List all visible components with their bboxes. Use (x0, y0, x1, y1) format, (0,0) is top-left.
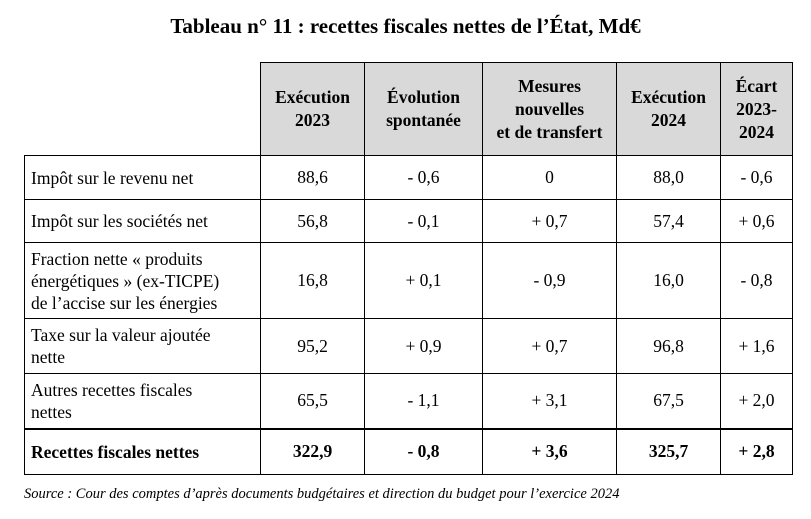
cell-value: + 3,1 (482, 373, 617, 429)
cell-value: 95,2 (260, 318, 365, 374)
cell-value: 0 (482, 155, 617, 200)
cell-value: 65,5 (260, 373, 365, 429)
cell-value: - 0,1 (364, 199, 483, 243)
cell-value: - 0,6 (364, 155, 483, 200)
total-value: 322,9 (260, 427, 365, 475)
cell-value: - 0,6 (720, 155, 793, 200)
table-row: Taxe sur la valeur ajoutée nette 95,2 + … (24, 318, 793, 374)
cell-value: + 1,6 (720, 318, 793, 374)
table-row: Fraction nette « produits énergétiques »… (24, 242, 793, 319)
cell-value: + 2,0 (720, 373, 793, 429)
total-row: Recettes fiscales nettes 322,9 - 0,8 + 3… (24, 427, 793, 475)
header-mesures-nouvelles: Mesures nouvelles et de transfert (482, 62, 617, 156)
row-label: Impôt sur le revenu net (24, 155, 261, 200)
revenue-table: Exécution 2023 Évolution spontanée Mesur… (24, 62, 793, 475)
total-value: - 0,8 (364, 427, 483, 475)
row-label: Autres recettes fiscales nettes (24, 373, 261, 429)
cell-value: 67,5 (616, 373, 721, 429)
table-title: Tableau n° 11 : recettes fiscales nettes… (170, 14, 641, 38)
cell-value: - 0,8 (720, 242, 793, 319)
header-ecart: Écart 2023- 2024 (720, 62, 793, 156)
cell-value: - 0,9 (482, 242, 617, 319)
cell-value: 88,0 (616, 155, 721, 200)
cell-value: 56,8 (260, 199, 365, 243)
table-row: Impôt sur le revenu net 88,6 - 0,6 0 88,… (24, 155, 793, 200)
cell-value: - 1,1 (364, 373, 483, 429)
source-note: Source : Cour des comptes d’après docume… (24, 486, 620, 502)
total-value: + 2,8 (720, 427, 793, 475)
total-label: Recettes fiscales nettes (24, 427, 261, 475)
cell-value: 16,8 (260, 242, 365, 319)
total-value: + 3,6 (482, 427, 617, 475)
row-label: Impôt sur les sociétés net (24, 199, 261, 243)
cell-value: + 0,9 (364, 318, 483, 374)
header-execution-2024: Exécution 2024 (616, 62, 721, 156)
header-execution-2023: Exécution 2023 (260, 62, 365, 156)
cell-value: 16,0 (616, 242, 721, 319)
header-evolution-spontanee: Évolution spontanée (364, 62, 483, 156)
table-row: Impôt sur les sociétés net 56,8 - 0,1 + … (24, 199, 793, 243)
row-label: Taxe sur la valeur ajoutée nette (24, 318, 261, 374)
cell-value: + 0,7 (482, 318, 617, 374)
cell-value: + 0,1 (364, 242, 483, 319)
cell-value: + 0,6 (720, 199, 793, 243)
cell-value: 57,4 (616, 199, 721, 243)
cell-value: + 0,7 (482, 199, 617, 243)
total-value: 325,7 (616, 427, 721, 475)
cell-value: 96,8 (616, 318, 721, 374)
table-row: Autres recettes fiscales nettes 65,5 - 1… (24, 373, 793, 429)
header-row: Exécution 2023 Évolution spontanée Mesur… (24, 62, 793, 156)
row-label: Fraction nette « produits énergétiques »… (24, 242, 261, 319)
header-corner (24, 62, 261, 156)
cell-value: 88,6 (260, 155, 365, 200)
